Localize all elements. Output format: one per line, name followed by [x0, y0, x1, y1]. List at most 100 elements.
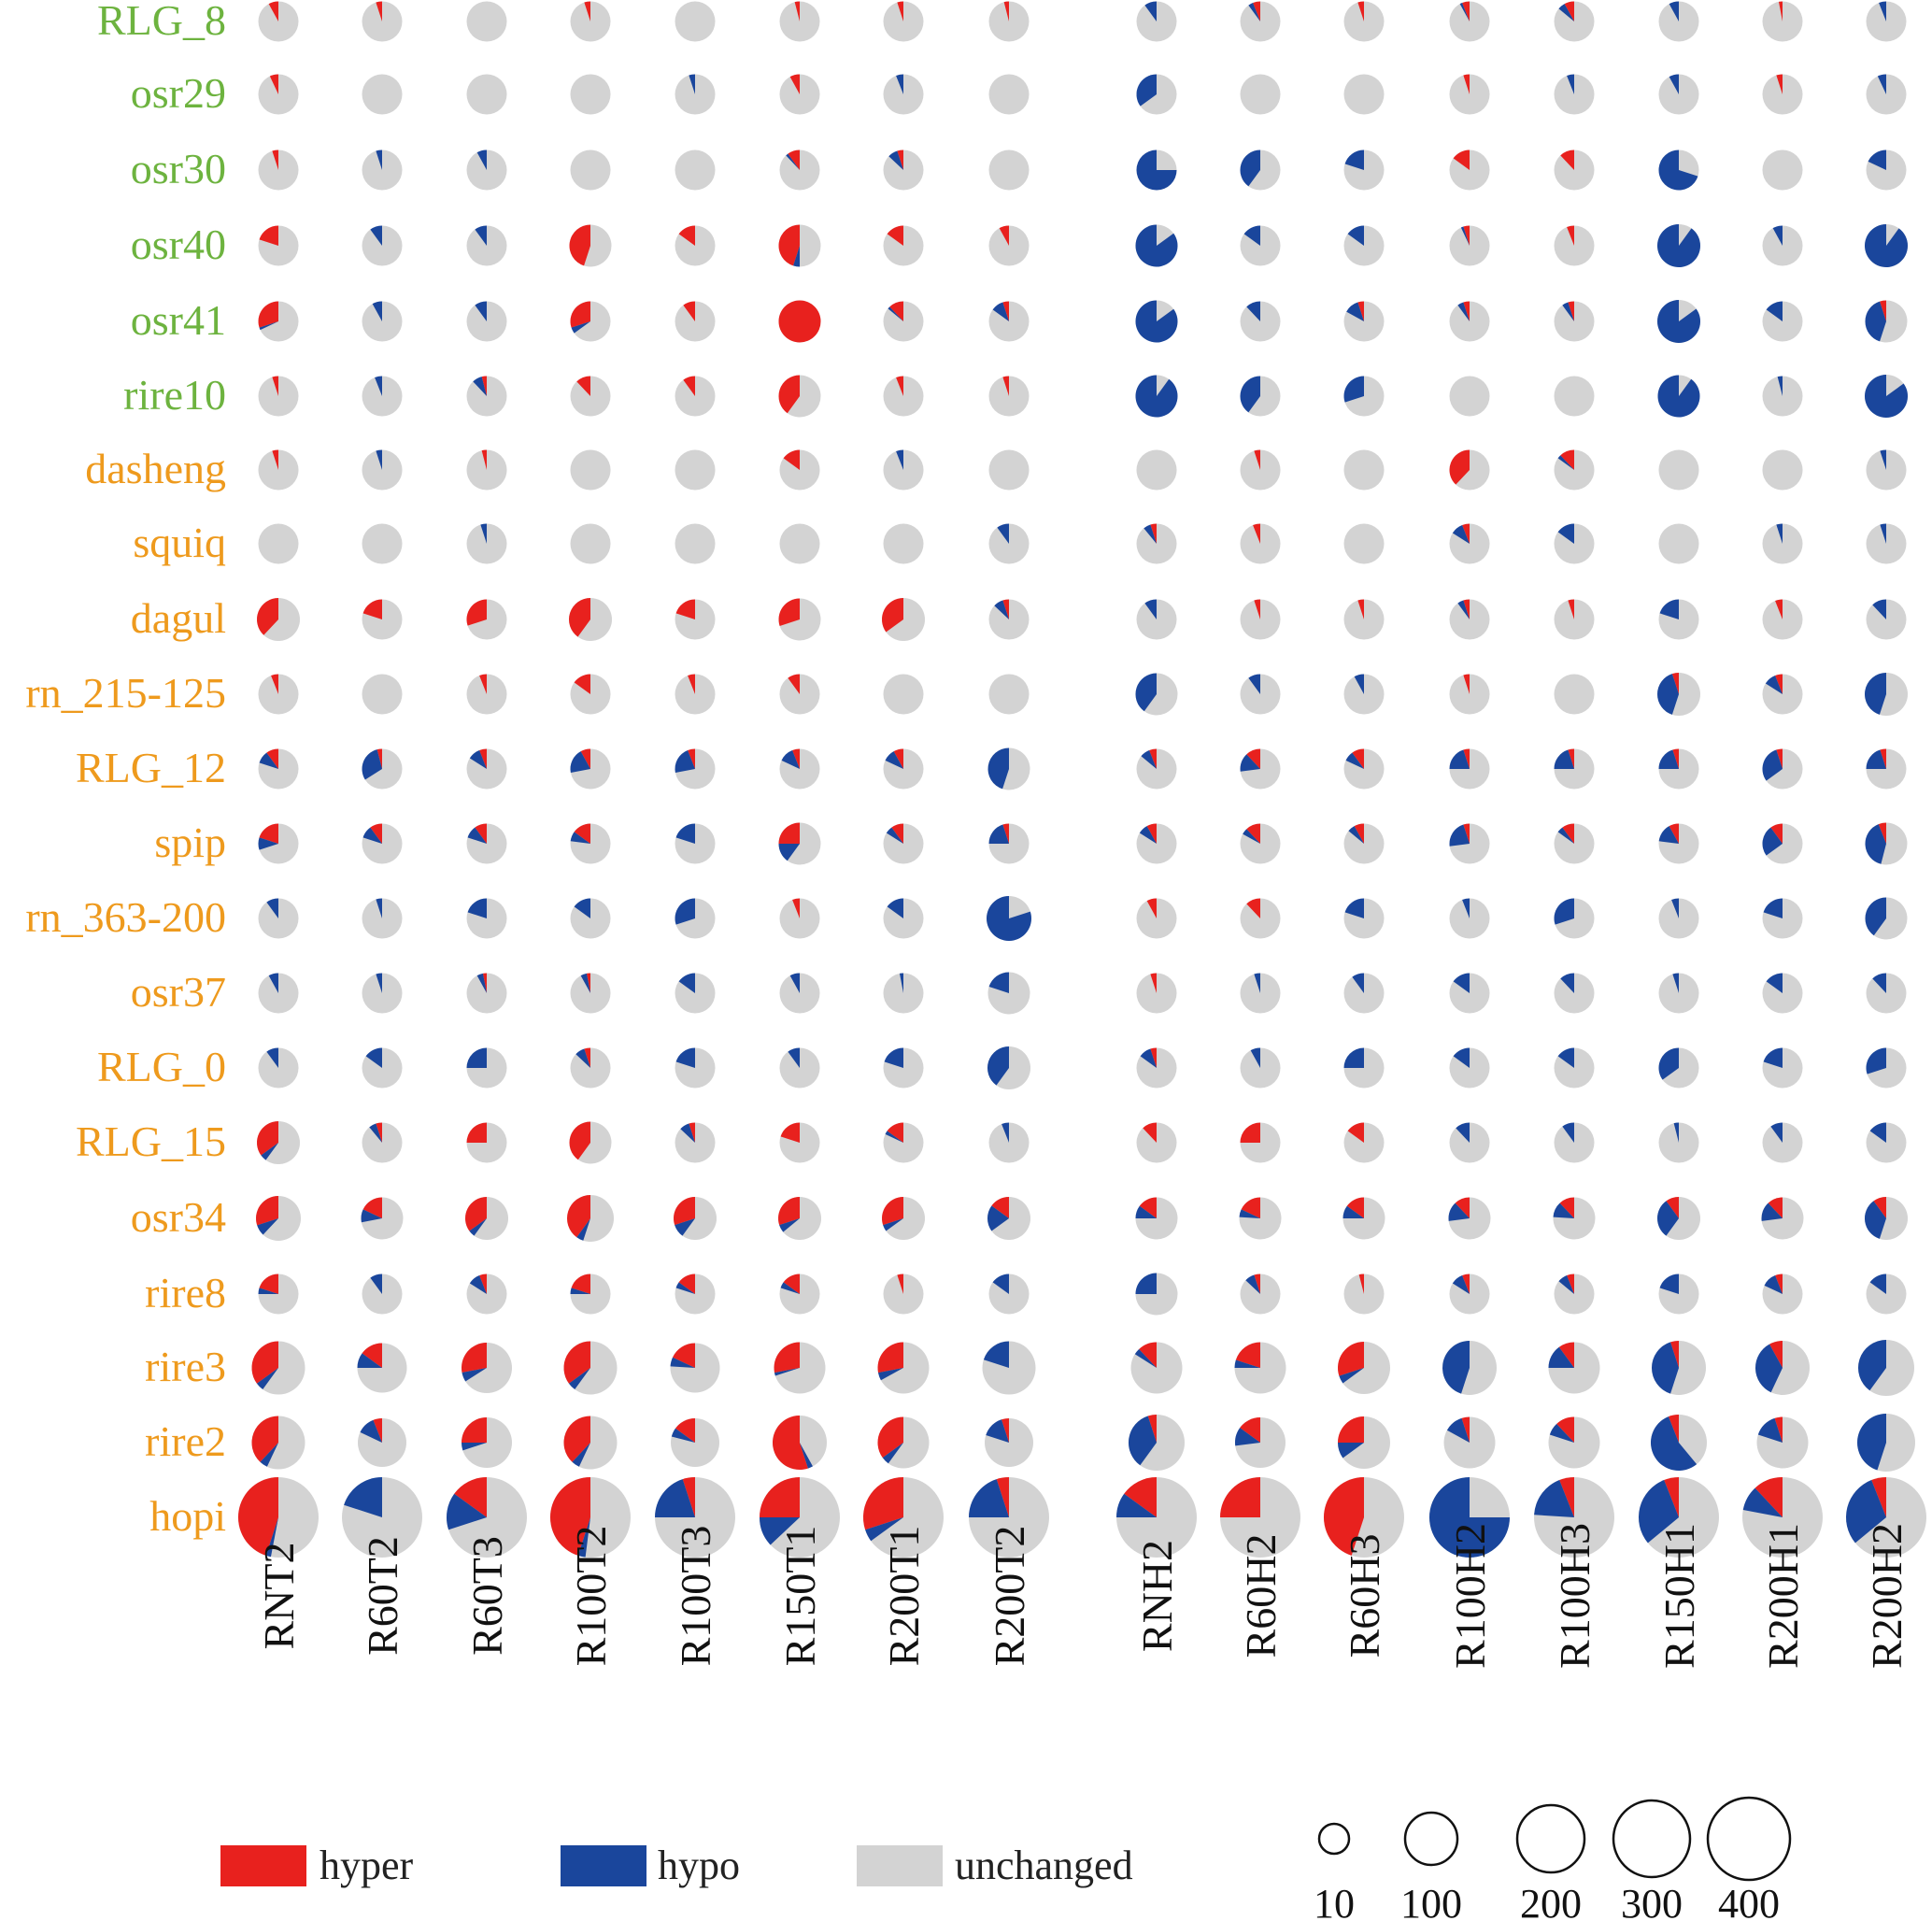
- pie-slice-hypo: [1865, 375, 1909, 418]
- pie-osr37-R100T3: [675, 973, 716, 1014]
- pie-slice-hyper: [569, 224, 590, 266]
- pie-rire3-RNT2: [251, 1341, 305, 1395]
- pie-slice-hypo: [788, 1047, 800, 1068]
- pie-RLG_8-R60H2: [1240, 1, 1281, 42]
- pie-slice-hyper: [373, 1418, 382, 1443]
- row-label: rn_215-125: [25, 669, 226, 717]
- pie-slice-hypo: [259, 321, 278, 331]
- pie-squiq-R100T3: [675, 523, 716, 564]
- pie-slice-hypo: [469, 1218, 487, 1236]
- pie-osr34-R100T2: [566, 1195, 614, 1242]
- pie-slice-hyper: [999, 225, 1009, 246]
- pie-slice-hypo: [1243, 225, 1260, 246]
- pie-rire2-R100H3: [1548, 1416, 1600, 1469]
- pie-slice-hypo: [476, 149, 487, 170]
- pie-hopi-R150T1: [760, 1477, 840, 1558]
- pie-RLG_8-R200H1: [1762, 1, 1803, 42]
- pie-dagul-R100H3: [1554, 599, 1595, 640]
- pie-slice-hypo: [1865, 673, 1886, 715]
- pie-hopi-RNH2: [1116, 1477, 1197, 1558]
- pie-slice-hypo: [265, 1517, 278, 1558]
- pie-slice-hypo: [678, 973, 695, 993]
- pie-slice-hypo: [884, 1047, 903, 1068]
- pie-RLG_8-R60H3: [1343, 1, 1385, 42]
- pie-hopi-RNT2: [237, 1477, 319, 1558]
- pie-RLG_12-RNH2: [1136, 748, 1177, 790]
- pie-slice-hypo: [1757, 1417, 1783, 1443]
- pie-osr30-R150T1: [779, 149, 820, 191]
- pie-slice-hyper: [891, 823, 903, 844]
- pie-rire2-R200T2: [985, 1418, 1033, 1467]
- pie-rire8-R100T3: [675, 1274, 716, 1315]
- pie-rire10-R60H3: [1343, 376, 1385, 417]
- pie-slice-hypo: [376, 973, 382, 993]
- pie-rire3-R200H2: [1858, 1340, 1914, 1396]
- pie-RLG_15-R200T1: [883, 1122, 924, 1163]
- pie-rire10-R100H2: [1449, 376, 1490, 417]
- pie-dagul-R150T1: [778, 598, 821, 641]
- column-label: R100T3: [672, 1526, 719, 1667]
- pie-slice-hyper: [251, 1341, 278, 1384]
- pie-squiq-R100H2: [1449, 523, 1490, 564]
- row-label: rire10: [123, 371, 226, 419]
- pie-dagul-R100T2: [568, 598, 612, 641]
- pie-RLG_12-R100H3: [1554, 748, 1595, 790]
- pie-dasheng-RNT2: [258, 449, 299, 491]
- pie-rn_363-200-R100H2: [1449, 898, 1490, 939]
- pie-osr40-R100T3: [675, 225, 716, 266]
- column-label: R150H1: [1655, 1523, 1703, 1669]
- pie-slice-hyper: [272, 449, 278, 470]
- pie-slice-hypo: [689, 74, 695, 94]
- pie-rire3-R100H3: [1548, 1342, 1600, 1394]
- pie-rn_363-200-R150T1: [779, 898, 820, 939]
- pie-RLG_15-R100T3: [675, 1122, 716, 1163]
- pie-slice-hyper: [1567, 1274, 1574, 1294]
- pie-slice-hyper: [1558, 1342, 1574, 1368]
- pie-slice-hypo: [1657, 375, 1700, 418]
- row-label: squiq: [133, 519, 226, 566]
- pie-slice-hypo: [362, 827, 382, 844]
- pie-slice-hyper: [1347, 1122, 1364, 1143]
- pie-rire3-R100H2: [1442, 1341, 1497, 1395]
- pie-slice-hyper: [1143, 1122, 1157, 1143]
- pie-slice-hyper: [1254, 1274, 1260, 1294]
- pie-slice-hyper: [462, 1343, 487, 1373]
- column-label: R60T2: [359, 1536, 406, 1656]
- pie-osr41-R100T2: [570, 301, 611, 342]
- pie-dasheng-R200T1: [883, 449, 924, 491]
- pie-osr30-R200T2: [988, 149, 1030, 191]
- pie-slice-hypo: [375, 376, 382, 396]
- pie-RLG_15-R200T2: [988, 1122, 1030, 1163]
- pie-slice-hypo: [360, 1419, 382, 1443]
- pie-slice-hypo: [774, 1368, 800, 1376]
- pie-slice-unchanged: [1762, 149, 1803, 191]
- pie-slice-unchanged: [779, 523, 820, 564]
- pie-slice-hyper: [1002, 301, 1009, 321]
- pie-slice-hypo: [1534, 1480, 1574, 1517]
- pie-hopi-R100T2: [549, 1477, 631, 1558]
- pie-RLG_0-R200H1: [1762, 1047, 1803, 1089]
- pie-slice-hyper: [1768, 1197, 1783, 1218]
- pie-slice-hyper: [1253, 523, 1260, 544]
- pie-slice-hypo: [266, 898, 278, 918]
- pie-slice-unchanged: [1554, 674, 1595, 715]
- pie-slice-hyper: [258, 301, 278, 328]
- pie-slice-hyper: [376, 1122, 382, 1143]
- pie-rn_215-125-RNH2: [1135, 673, 1178, 716]
- pie-squiq-R60H2: [1240, 523, 1281, 564]
- pie-osr40-R60H2: [1240, 225, 1281, 266]
- pie-slice-hyper: [1150, 1047, 1157, 1068]
- pie-rn_363-200-R60T2: [362, 898, 403, 939]
- row-label: rire3: [145, 1343, 226, 1390]
- pie-slice-hypo: [1234, 1359, 1260, 1368]
- pie-slice-hypo: [1352, 973, 1364, 993]
- size-legend-label: 100: [1400, 1881, 1462, 1921]
- pie-rn_363-200-R200T1: [883, 898, 924, 939]
- pie-slice-hypo: [1659, 599, 1679, 619]
- pie-osr34-R60H2: [1239, 1197, 1282, 1240]
- pie-slice-hypo: [1658, 149, 1698, 191]
- pie-spip-R60T3: [466, 823, 507, 864]
- pie-RLG_15-R200H2: [1866, 1122, 1907, 1163]
- pie-slice-hypo: [1772, 225, 1783, 246]
- pie-osr40-R60T3: [466, 225, 507, 266]
